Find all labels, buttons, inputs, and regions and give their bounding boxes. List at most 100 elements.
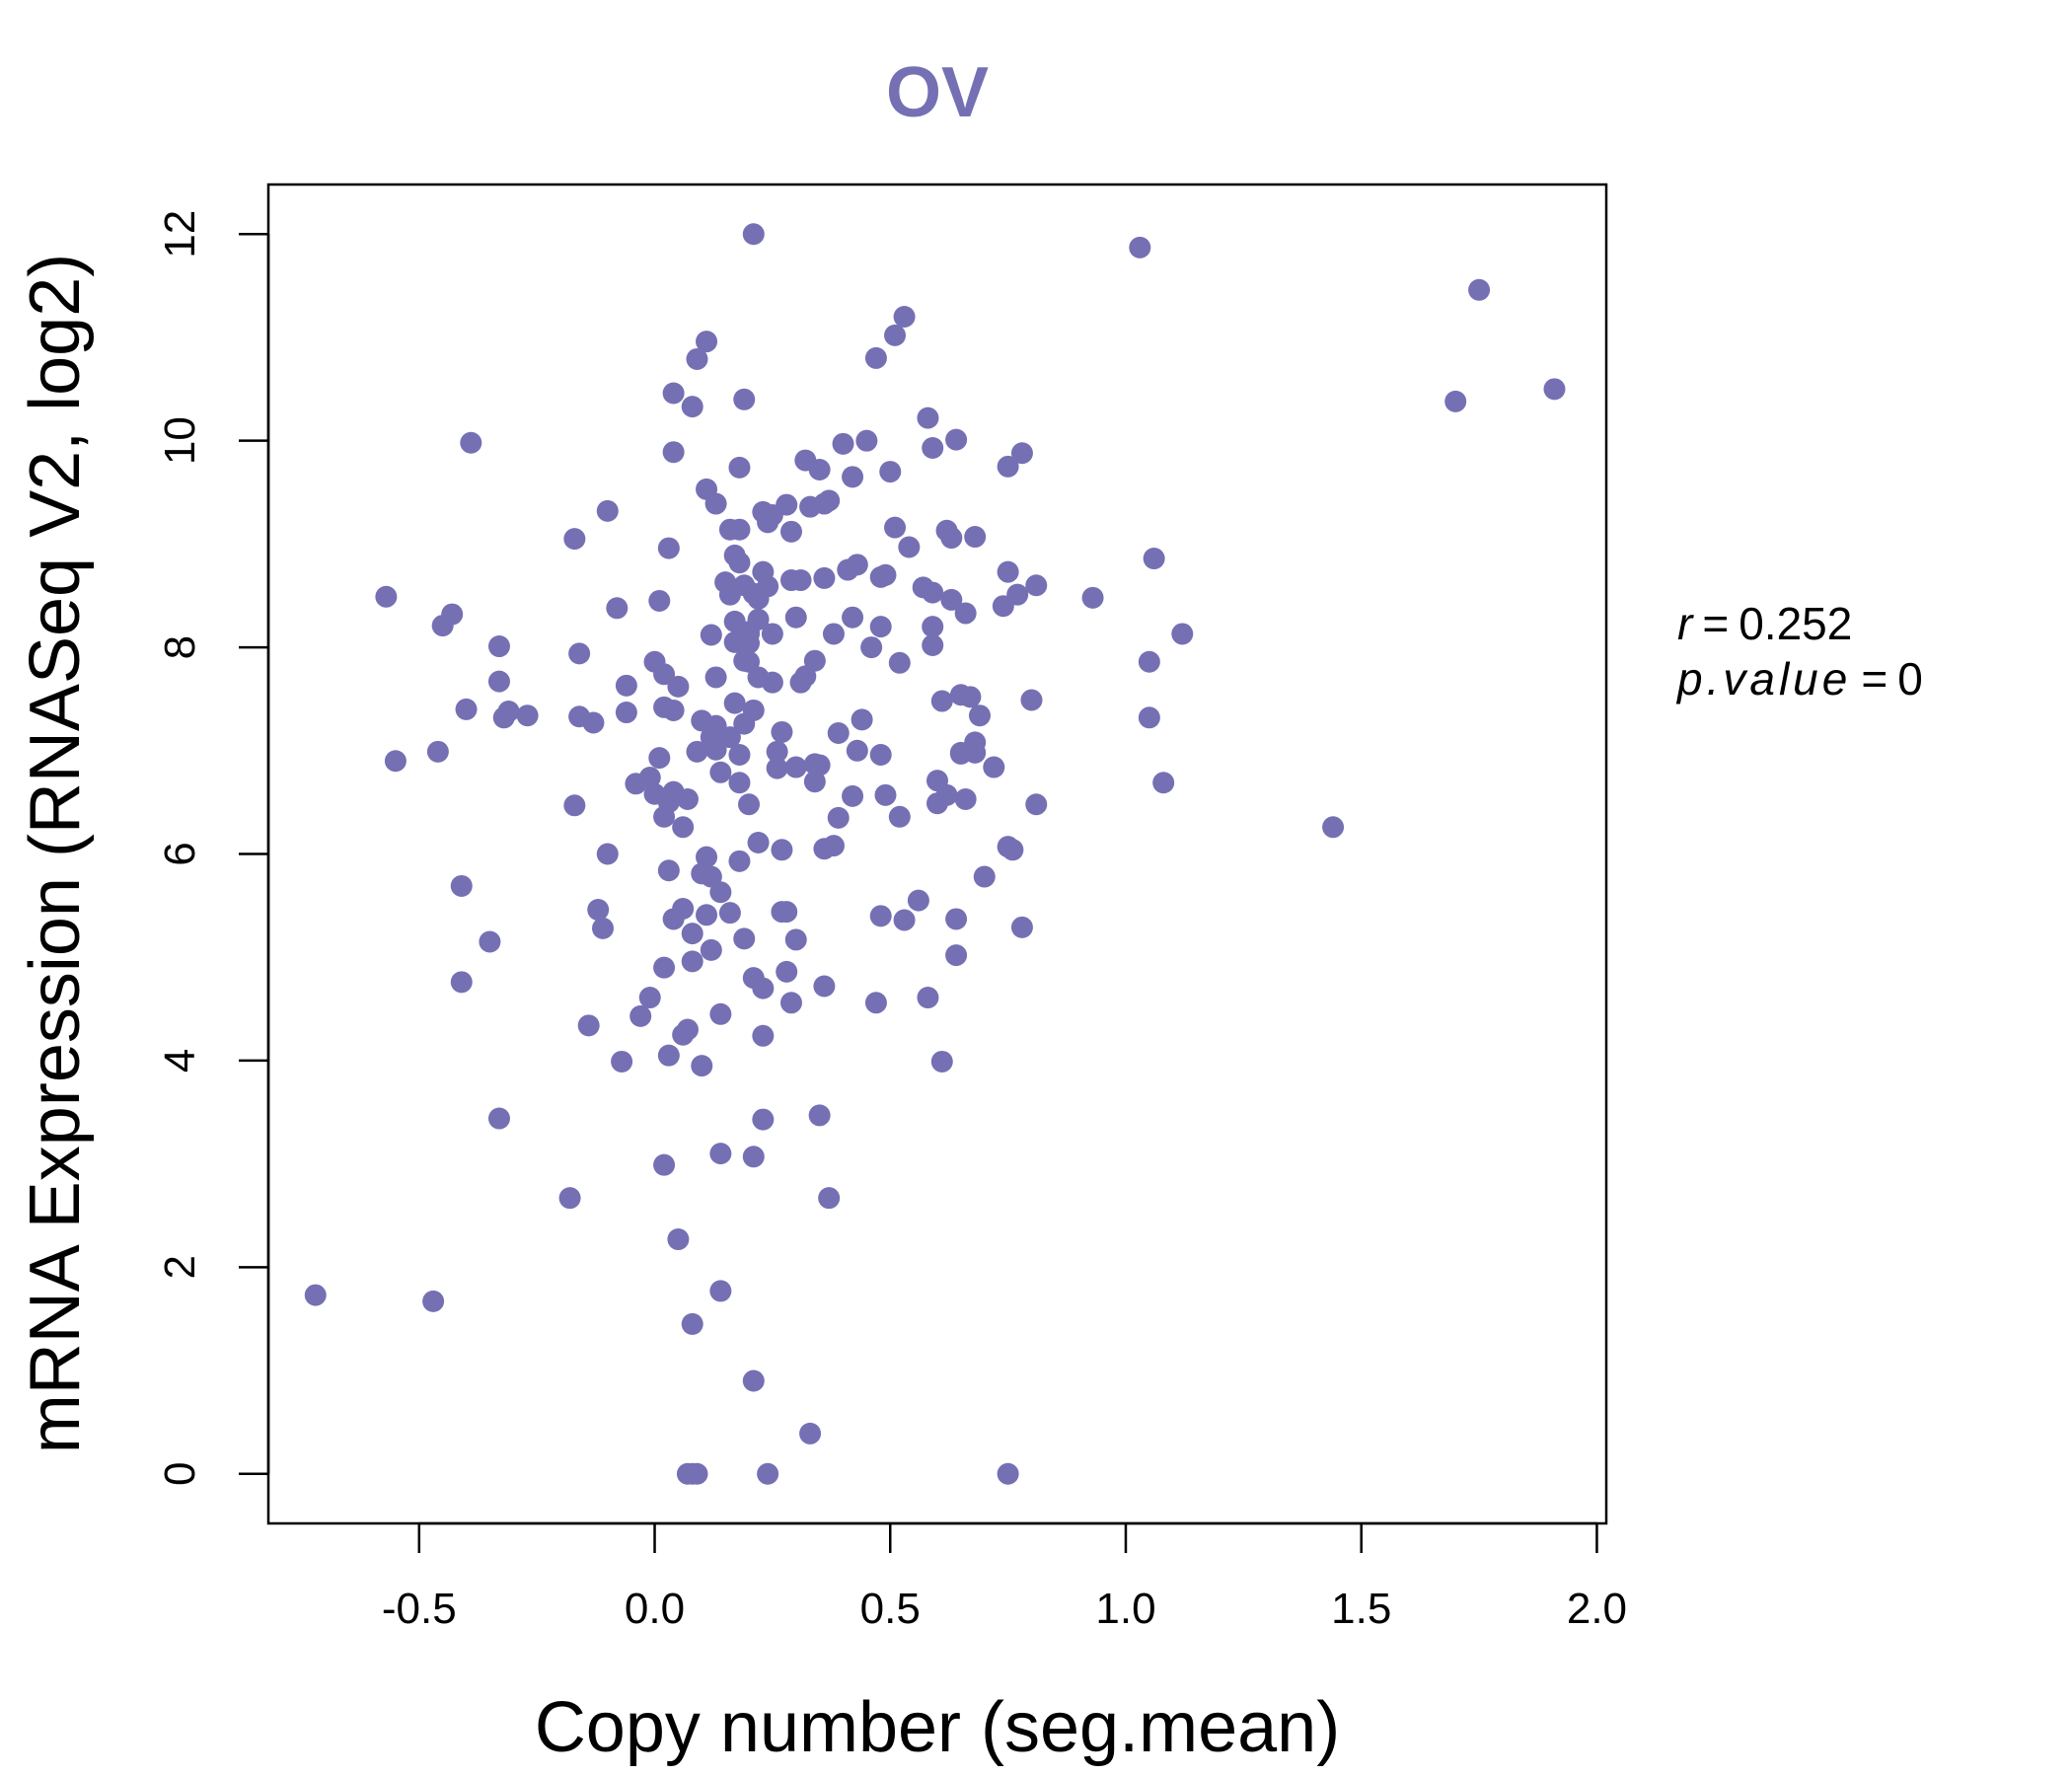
data-point (940, 588, 963, 611)
data-point (662, 441, 685, 464)
data-point (757, 575, 779, 598)
data-point (818, 489, 841, 512)
data-point (568, 642, 591, 665)
data-point (1444, 390, 1467, 412)
data-point (497, 701, 520, 723)
data-point (662, 699, 685, 721)
p-equals: = (1861, 653, 1887, 704)
data-point (704, 492, 727, 515)
data-point (709, 1143, 732, 1165)
data-point (582, 711, 605, 734)
data-point (742, 1146, 765, 1168)
data-point (757, 1462, 779, 1485)
r-equals: = (1702, 598, 1729, 649)
data-point (426, 740, 449, 763)
data-point (441, 603, 464, 626)
data-point (922, 616, 944, 638)
data-point (884, 324, 907, 346)
data-point (917, 987, 939, 1009)
x-tick-label: 0.5 (860, 1585, 921, 1633)
data-point (1025, 793, 1048, 816)
data-point (662, 382, 685, 405)
data-point (964, 526, 987, 549)
data-point (869, 743, 892, 766)
data-point (997, 1462, 1019, 1485)
data-point (771, 839, 793, 861)
x-tick-label: 2.0 (1567, 1585, 1627, 1633)
data-point (930, 1050, 953, 1073)
y-axis: 0 2 4 6 8 10 12 (156, 210, 270, 1486)
data-point (657, 859, 680, 882)
data-point (954, 788, 977, 811)
y-tick-label: 2 (156, 1255, 204, 1279)
data-point (874, 563, 897, 586)
data-point (752, 1108, 775, 1131)
data-point (789, 569, 812, 592)
data-point (879, 461, 902, 483)
data-point (742, 223, 765, 246)
data-point (667, 675, 690, 698)
y-tick-label: 10 (156, 416, 204, 465)
p-label: p.value (1675, 653, 1851, 704)
data-point (667, 1228, 690, 1251)
data-point (1171, 623, 1194, 645)
data-point (813, 975, 836, 998)
data-point (563, 528, 586, 551)
data-point (596, 499, 619, 522)
x-tick-label: 1.0 (1095, 1585, 1155, 1633)
data-point (1143, 548, 1165, 570)
data-point (917, 407, 939, 429)
data-point (672, 897, 695, 920)
data-point (864, 346, 887, 369)
y-tick-label: 4 (156, 1049, 204, 1073)
data-point (422, 1290, 445, 1312)
r-value: 0.252 (1739, 598, 1852, 649)
correlation-annotation: r = 0.252 p.value = 0 (1675, 598, 1923, 704)
data-point (1025, 574, 1048, 597)
data-point (629, 1004, 652, 1027)
data-point (700, 624, 722, 646)
data-point (728, 456, 751, 479)
data-point (874, 783, 897, 806)
data-point (766, 757, 788, 779)
data-point (818, 1187, 841, 1210)
data-point (686, 1462, 708, 1485)
data-point (851, 708, 873, 731)
data-point (761, 623, 783, 645)
data-point (803, 649, 826, 672)
data-point (808, 458, 831, 481)
data-point (487, 1107, 510, 1130)
data-point (888, 651, 911, 674)
y-tick-label: 6 (156, 842, 204, 865)
data-point (653, 663, 676, 686)
data-point (384, 750, 407, 773)
data-point (997, 455, 1019, 478)
data-point (733, 388, 756, 410)
x-tick-label: -0.5 (382, 1585, 457, 1633)
data-point (696, 331, 718, 353)
data-point (728, 552, 751, 574)
data-point (638, 987, 661, 1009)
data-point (893, 306, 916, 329)
data-point (930, 690, 953, 712)
data-point (1322, 816, 1345, 839)
data-point (869, 905, 892, 927)
data-point (784, 928, 807, 951)
data-point (587, 899, 610, 922)
data-point (776, 901, 798, 924)
data-point (1020, 689, 1043, 711)
data-point (1010, 916, 1033, 938)
data-point (479, 930, 501, 953)
data-point (709, 1280, 732, 1302)
data-point (779, 520, 802, 543)
data-point (855, 429, 878, 452)
data-point (653, 956, 676, 979)
data-point (742, 1369, 765, 1392)
data-point (922, 437, 944, 460)
data-point (450, 874, 473, 897)
y-tick-label: 0 (156, 1461, 204, 1485)
data-point (945, 908, 968, 930)
data-point (822, 835, 845, 857)
data-point (983, 756, 1005, 778)
